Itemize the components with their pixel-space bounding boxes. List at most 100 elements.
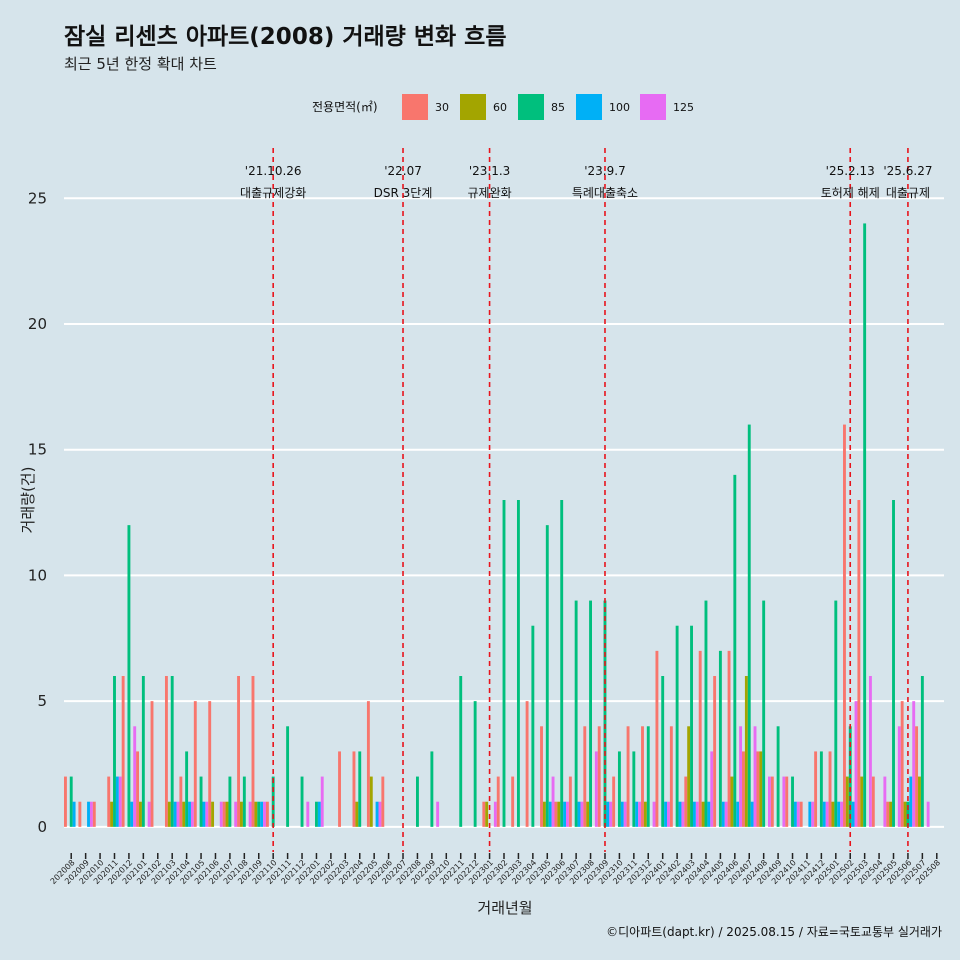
legend-title: 전용면적(㎡) xyxy=(312,100,378,114)
bar-202103-60 xyxy=(167,801,171,827)
bar-202306-100 xyxy=(563,801,567,827)
bar-202405-85 xyxy=(718,650,722,827)
bar-202408-85 xyxy=(762,600,766,827)
legend-label-125: 125 xyxy=(673,101,694,114)
event-label: DSR 3단계 xyxy=(374,186,433,200)
bar-202101-30 xyxy=(136,751,140,827)
bar-202209-85 xyxy=(430,751,434,827)
bar-202308-30 xyxy=(583,726,587,827)
event-label: 대출규제 xyxy=(886,186,930,200)
bar-202505-60 xyxy=(889,801,893,827)
bar-202308-125 xyxy=(594,751,598,827)
chart-subtitle: 최근 5년 한정 확대 차트 xyxy=(64,55,217,73)
bar-202306-60 xyxy=(557,801,561,827)
y-tick-label: 25 xyxy=(28,189,47,207)
bar-202012-30 xyxy=(121,676,125,827)
bar-202407-30 xyxy=(742,751,745,827)
bar-202410-30 xyxy=(785,776,789,827)
bar-202503-85 xyxy=(863,223,867,827)
bar-202307-30 xyxy=(568,776,572,827)
y-tick-label: 5 xyxy=(37,692,47,710)
bar-202306-85 xyxy=(560,500,564,827)
event-date: '21.10.26 xyxy=(245,164,302,178)
bar-202410-125 xyxy=(796,801,800,827)
bar-202506-100 xyxy=(909,776,913,827)
bar-202309-100 xyxy=(606,801,610,827)
bar-202111-85 xyxy=(286,726,290,827)
legend-key-30 xyxy=(402,94,428,120)
y-tick-label: 0 xyxy=(37,818,47,836)
bar-202011-100 xyxy=(115,776,119,827)
bar-202305-30 xyxy=(540,726,543,827)
bar-202503-125 xyxy=(868,676,872,827)
bar-202307-125 xyxy=(580,801,584,827)
bar-202501-60 xyxy=(831,801,835,827)
bar-202309-30 xyxy=(597,726,601,827)
bar-202403-30 xyxy=(684,776,688,827)
event-label: 토허제 해제 xyxy=(821,186,880,200)
bar-202312-60 xyxy=(643,801,647,827)
bar-202408-125 xyxy=(768,776,771,827)
legend-key-125 xyxy=(640,94,666,120)
bar-202502-100 xyxy=(851,801,855,827)
bar-202101-60 xyxy=(139,801,142,827)
bar-202303-30 xyxy=(511,776,515,827)
bar-202410-85 xyxy=(791,776,794,827)
event-date: '23.1.3 xyxy=(469,164,510,178)
bar-202412-85 xyxy=(819,751,823,827)
bar-202411-125 xyxy=(811,801,815,827)
bar-202107-30 xyxy=(222,801,226,827)
bar-202401-85 xyxy=(661,676,665,827)
bar-202406-100 xyxy=(736,801,740,827)
bar-202409-30 xyxy=(770,776,774,827)
bar-202205-60 xyxy=(369,776,373,827)
bar-202401-30 xyxy=(655,650,659,827)
bar-202402-125 xyxy=(681,801,685,827)
bar-202105-30 xyxy=(193,701,197,827)
bar-202307-85 xyxy=(574,600,578,827)
bar-202304-85 xyxy=(531,625,535,827)
bar-202502-125 xyxy=(854,701,858,827)
bar-202403-85 xyxy=(690,625,693,827)
bar-202009-30 xyxy=(78,801,82,827)
bar-202012-125 xyxy=(133,726,137,827)
bar-202309-85 xyxy=(603,600,607,827)
bar-202402-100 xyxy=(678,801,682,827)
bar-202308-85 xyxy=(589,600,592,827)
legend-key-60 xyxy=(460,94,486,120)
bar-202406-60 xyxy=(730,776,734,827)
event-date: '25.2.13 xyxy=(826,164,875,178)
bar-202501-100 xyxy=(837,801,841,827)
bar-202201-100 xyxy=(317,801,321,827)
bar-202110-30 xyxy=(265,801,269,827)
bar-202008-85 xyxy=(69,776,73,827)
bar-202404-60 xyxy=(701,801,705,827)
bar-202407-60 xyxy=(744,676,748,827)
bar-202405-125 xyxy=(724,801,728,827)
bar-202106-30 xyxy=(208,701,212,827)
bar-202310-30 xyxy=(612,776,616,827)
bar-202212-85 xyxy=(473,701,477,827)
bar-202103-125 xyxy=(176,801,180,827)
bar-202201-125 xyxy=(320,776,324,827)
bar-202504-30 xyxy=(871,776,875,827)
bar-202503-60 xyxy=(860,776,864,827)
bar-202406-30 xyxy=(727,650,731,827)
bar-202507-85 xyxy=(920,676,924,827)
bar-202312-125 xyxy=(652,801,656,827)
bar-202107-125 xyxy=(234,801,238,827)
bar-202201-85 xyxy=(315,801,318,827)
bar-202506-30 xyxy=(900,701,904,827)
bar-202405-30 xyxy=(713,676,717,827)
bar-202205-100 xyxy=(375,801,379,827)
bar-202104-100 xyxy=(188,801,191,827)
bar-202501-30 xyxy=(828,751,832,827)
y-axis: 0 5 10 15 20 25 xyxy=(28,189,47,836)
source-caption: ©디아파트(dapt.kr) / 2025.08.15 / 자료=국토교통부 실… xyxy=(606,925,942,939)
bar-202205-125 xyxy=(378,801,382,827)
bar-202106-60 xyxy=(211,801,215,827)
bar-202404-125 xyxy=(710,751,714,827)
bar-202310-125 xyxy=(623,801,627,827)
bar-202305-60 xyxy=(542,801,546,827)
x-axis-label: 거래년월 xyxy=(477,899,532,917)
